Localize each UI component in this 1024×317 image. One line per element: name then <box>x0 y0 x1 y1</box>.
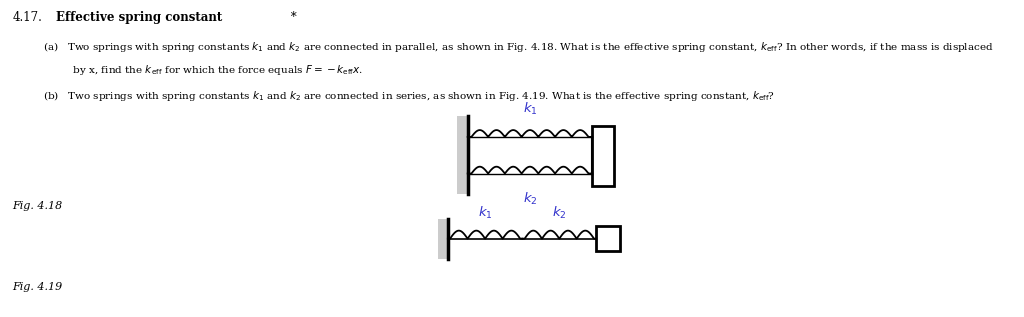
Text: Fig. 4.18: Fig. 4.18 <box>12 201 62 211</box>
Text: by x, find the $k_\mathrm{eff}$ for which the force equals $F = -k_\mathrm{eff}x: by x, find the $k_\mathrm{eff}$ for whic… <box>43 63 364 77</box>
Text: $k_1$: $k_1$ <box>478 205 493 221</box>
Bar <box>592 126 614 186</box>
Text: $k_2$: $k_2$ <box>552 205 567 221</box>
Text: Effective spring constant: Effective spring constant <box>56 11 222 24</box>
Bar <box>458 116 468 194</box>
Text: *: * <box>287 11 297 24</box>
Text: $k_1$: $k_1$ <box>523 101 538 117</box>
Text: (b)   Two springs with spring constants $k_1$ and $k_2$ are connected in series,: (b) Two springs with spring constants $k… <box>43 89 775 103</box>
Text: (a)   Two springs with spring constants $k_1$ and $k_2$ are connected in paralle: (a) Two springs with spring constants $k… <box>43 40 993 54</box>
Text: Fig. 4.19: Fig. 4.19 <box>12 282 62 292</box>
Text: 4.17.: 4.17. <box>12 11 42 24</box>
Bar <box>596 226 620 251</box>
Text: $k_2$: $k_2$ <box>523 191 538 207</box>
Bar <box>437 219 447 259</box>
